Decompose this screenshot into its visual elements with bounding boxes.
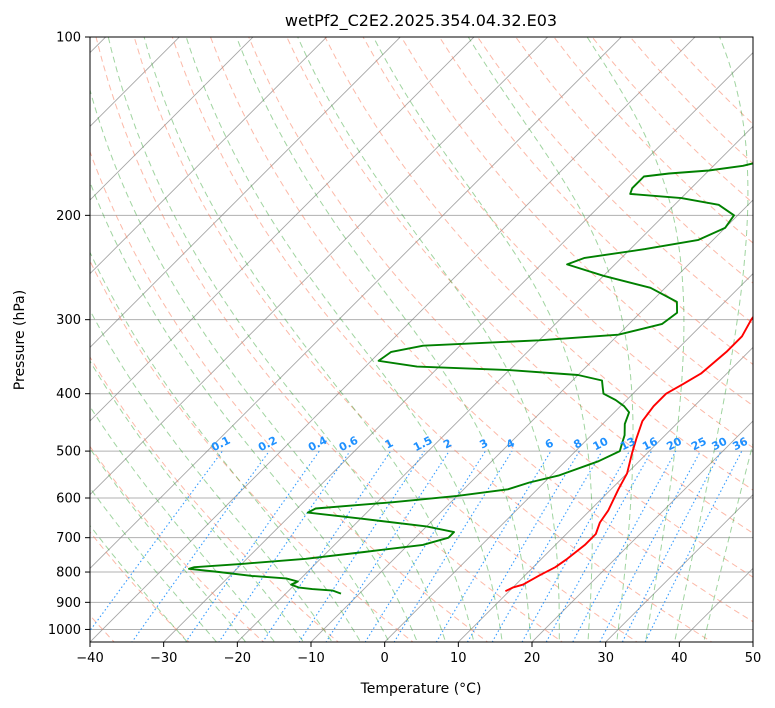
x-tick-label: 40 (671, 651, 688, 666)
mixing-ratio-label: 30 (710, 435, 730, 454)
background-lines (90, 37, 753, 642)
x-tick-label: −10 (297, 651, 324, 666)
moist-adiabat-line (90, 405, 276, 642)
isotherm-line (90, 37, 622, 569)
moist-adiabat-line (586, 37, 685, 642)
x-tick-label: 50 (745, 651, 762, 666)
isotherm-line (90, 37, 254, 201)
mixing-ratio-line (325, 450, 450, 642)
isotherm-line (163, 52, 753, 642)
mixing-ratio-line (435, 450, 552, 642)
x-tick-label: 10 (450, 651, 467, 666)
isotherm-line (531, 420, 753, 642)
moist-adiabat-line (297, 37, 560, 642)
profile-lines (188, 162, 753, 595)
y-tick-label: 600 (56, 492, 81, 507)
dry-adiabat-line (324, 37, 753, 491)
isotherm-line (605, 494, 753, 642)
dry-adiabat-line (362, 37, 753, 449)
mixing-ratio-label: 36 (730, 435, 750, 454)
moist-adiabat-line (107, 37, 447, 642)
isotherm-line (90, 37, 328, 275)
x-tick-label: 0 (381, 651, 389, 666)
mixing-ratio-line (393, 450, 513, 642)
isotherm-line (90, 37, 549, 496)
moist-adiabat-line (185, 37, 503, 642)
moist-adiabat-line (90, 447, 247, 642)
isotherm-line (90, 37, 401, 348)
dewpoint-profile (188, 162, 753, 595)
dry-adiabat-line (210, 37, 753, 623)
dry-adiabat-line (400, 37, 753, 407)
x-tick-label: −20 (224, 651, 251, 666)
isotherm-line (90, 37, 696, 642)
mixing-ratio-line (218, 450, 351, 642)
dry-adiabat-line (90, 259, 414, 642)
mixing-ratio-label: 10 (591, 435, 611, 454)
dry-adiabat-line (90, 445, 265, 642)
x-tick-label: 20 (524, 651, 541, 666)
moist-adiabat-line (90, 309, 333, 642)
temperature-profile (504, 315, 753, 593)
mixing-ratio-line (90, 450, 223, 632)
mixing-ratio-label: 20 (664, 435, 684, 454)
mixing-ratio-line (599, 450, 701, 642)
y-axis-label: Pressure (hPa) (12, 290, 28, 390)
isotherm-line (90, 37, 475, 422)
dry-adiabat-line (477, 37, 753, 325)
moist-adiabat-line (372, 37, 593, 642)
mixing-ratio-line (262, 450, 392, 642)
y-tick-label: 500 (56, 445, 81, 460)
x-tick-label: −30 (150, 651, 177, 666)
y-tick-label: 100 (56, 31, 81, 46)
dry-adiabat-line (133, 37, 638, 642)
y-tick-label: 900 (56, 596, 81, 611)
dry-adiabat-line (90, 356, 339, 642)
mixing-ratio-label: 25 (689, 435, 709, 454)
moist-adiabat-line (90, 487, 218, 642)
moist-adiabat-line (467, 37, 634, 642)
isotherm-line (90, 37, 180, 127)
moist-adiabat-line (90, 88, 418, 642)
y-tick-label: 800 (56, 566, 81, 581)
dry-adiabat-line (438, 37, 753, 366)
plot-frame (89, 36, 754, 643)
mixing-ratio-line (491, 450, 603, 642)
mixing-ratio-line (185, 450, 320, 642)
mixing-ratio-line (572, 450, 677, 642)
axis-ticks: −40 −30 −20 −10 0 10 20 30 40 50 1000 900 800 700 600 5… (48, 31, 761, 667)
moist-adiabat-line (143, 37, 475, 642)
x-axis-label: Temperature (°C) (360, 681, 482, 697)
dry-adiabat-line (95, 37, 564, 642)
dry-adiabat-line (286, 37, 753, 534)
chart-title: wetPf2_C2E2.2025.354.04.32.E03 (285, 11, 557, 31)
isotherm-line (457, 346, 753, 642)
y-tick-label: 1000 (48, 623, 81, 638)
isotherm-line (236, 125, 753, 642)
moist-adiabat-line (703, 441, 753, 642)
mixing-ratio-line (466, 450, 580, 642)
line-labels: 0.1 0.2 0.4 0.6 1 1.5 2 3 4 6 8 10 13 16 20 25 30 36 (209, 434, 750, 455)
mixing-ratio-label: 16 (640, 435, 660, 454)
moist-adiabat-line (90, 251, 362, 642)
y-tick-label: 400 (56, 387, 81, 402)
moist-adiabat-line (235, 37, 532, 642)
dry-adiabat-line (248, 37, 753, 578)
y-tick-label: 300 (56, 313, 81, 328)
y-tick-label: 700 (56, 531, 81, 546)
moist-adiabat-line (90, 360, 305, 642)
x-tick-label: −40 (76, 651, 103, 666)
x-tick-label: 30 (597, 651, 614, 666)
mixing-ratio-line (298, 450, 425, 642)
isotherm-line (384, 273, 753, 642)
y-tick-label: 200 (56, 209, 81, 224)
mixing-ratio-label: 13 (618, 435, 638, 454)
dry-adiabat-line (171, 37, 713, 642)
moist-adiabat-line (674, 37, 749, 642)
